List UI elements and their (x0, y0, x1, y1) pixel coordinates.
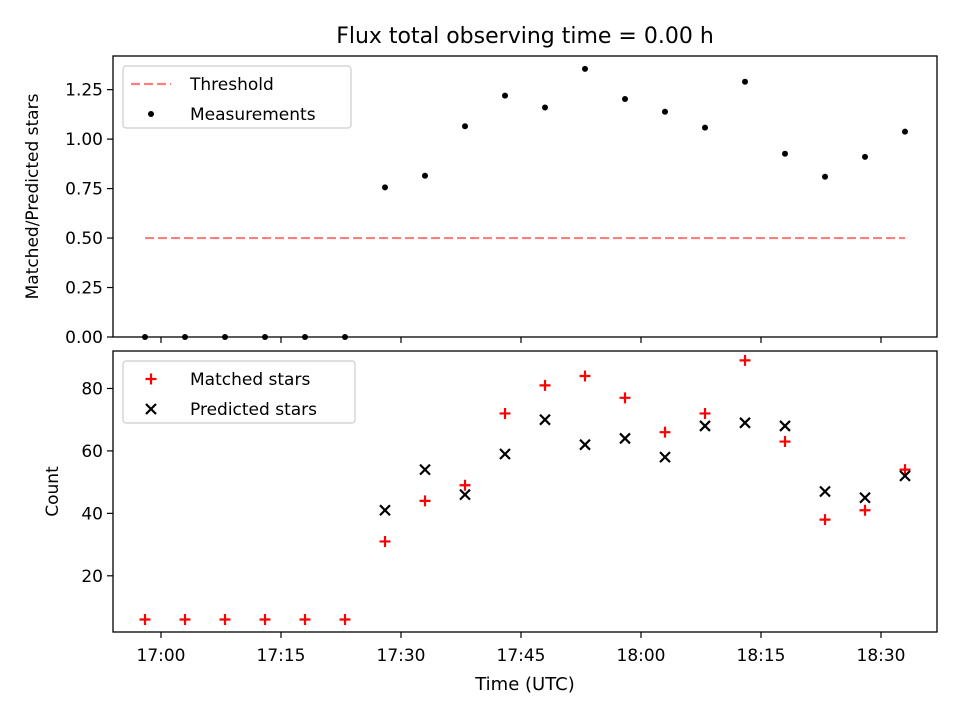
matched-stars-point (139, 614, 151, 626)
predicted-stars-point (379, 504, 391, 517)
measurements-point (822, 173, 828, 180)
predicted-stars-point (899, 470, 911, 482)
legend-marker (145, 403, 157, 415)
measurements-point (862, 153, 868, 160)
y-axis-label: Count (43, 466, 63, 517)
measurements-point (622, 95, 628, 102)
matched-stars-point (339, 614, 351, 626)
measurements-point (422, 172, 428, 179)
measurements-point (742, 78, 748, 85)
plot-frame (112, 350, 938, 633)
matched-stars-point (539, 379, 551, 391)
matched-stars-point (219, 614, 231, 626)
predicted-stars-point (419, 463, 431, 476)
legend-label: Predicted stars (190, 400, 317, 420)
x-axis-label: Time (UTC) (474, 674, 575, 695)
predicted-stars-point (699, 420, 711, 432)
legend-label: Matched stars (190, 370, 310, 390)
predicted-stars-point (859, 491, 871, 504)
y-axis-label: Matched/Predicted stars (23, 93, 43, 299)
count-panel: 20 40 60 80 17:00 17:15 17:30 17:45 18:00 18:15 18… (43, 350, 938, 666)
matched-stars-point (459, 479, 471, 491)
matched-stars-point (419, 495, 431, 507)
predicted-stars-point (459, 488, 471, 501)
matched-stars-point (779, 436, 791, 448)
matched-stars-point (819, 514, 831, 526)
x-tick-label: 17:00 (137, 646, 186, 666)
x-tick-label: 17:15 (257, 646, 306, 666)
plot-frame (112, 55, 938, 338)
matched-stars-point (899, 464, 911, 476)
y-tick-label: 20 (81, 567, 103, 587)
matched-stars-point (659, 426, 671, 438)
matched-stars-point (619, 392, 631, 404)
predicted-stars-point (739, 417, 751, 429)
measurements-point (542, 104, 548, 111)
legend-marker (145, 373, 157, 385)
predicted-stars-point (779, 420, 791, 432)
measurements-point (502, 92, 508, 99)
x-tick-label: 18:15 (737, 646, 786, 666)
ratio-panel: 0.00 0.25 0.50 0.75 1.00 1.25 Matched/Predicte… (23, 55, 938, 348)
matched-stars-point (179, 614, 191, 626)
legend-marker (148, 111, 154, 117)
chart-title: Flux total observing time = 0.00 h (336, 24, 714, 49)
x-tick-label: 17:45 (497, 646, 546, 666)
y-tick-label: 0.00 (65, 328, 103, 348)
measurements-point (902, 128, 908, 135)
y-tick-label: 40 (81, 504, 103, 524)
x-tick-label: 18:00 (617, 646, 666, 666)
legend-box (122, 360, 356, 424)
y-tick-label: 0.50 (65, 229, 103, 249)
measurements-point (582, 65, 588, 72)
measurements-point (462, 123, 468, 130)
y-tick-label: 0.25 (65, 279, 103, 299)
matched-stars-point (859, 504, 871, 516)
predicted-stars-point (819, 485, 831, 498)
x-tick-label: 17:30 (377, 646, 426, 666)
y-tick-label: 1.25 (65, 81, 103, 101)
measurements-point (382, 184, 388, 191)
x-tick-label: 18:30 (857, 646, 906, 666)
measurements-point (662, 108, 668, 115)
predicted-stars-point (539, 413, 551, 426)
legend-label: Threshold (189, 75, 274, 95)
y-tick-label: 1.00 (65, 130, 103, 150)
matched-stars-point (499, 407, 511, 419)
predicted-stars-point (619, 432, 631, 445)
predicted-stars-point (499, 448, 511, 460)
matched-stars-point (299, 614, 311, 626)
matched-stars-point (699, 407, 711, 419)
y-tick-label: 60 (81, 442, 103, 462)
matched-stars-point (259, 614, 271, 626)
predicted-stars-point (579, 438, 591, 451)
y-tick-label: 80 (81, 379, 103, 399)
y-tick-label: 0.75 (65, 180, 103, 200)
matched-stars-point (379, 535, 391, 547)
predicted-stars-point (659, 451, 671, 463)
matched-stars-point (739, 354, 751, 366)
measurements-point (702, 124, 708, 131)
measurements-point (782, 150, 788, 157)
legend-label: Measurements (190, 105, 316, 125)
matched-stars-point (579, 370, 591, 382)
legend-box (122, 65, 352, 129)
